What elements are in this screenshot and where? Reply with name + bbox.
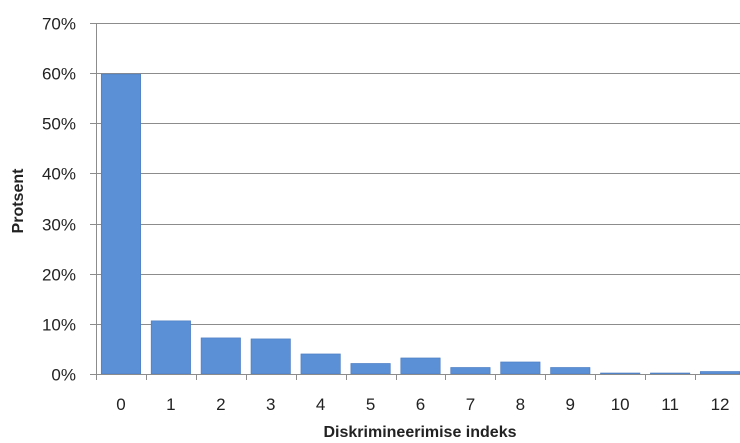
bar-7 [450,367,491,375]
bar-9 [550,367,591,375]
bar-1 [150,320,191,375]
x-tick-label: 5 [366,395,375,414]
y-tick-label: 50% [42,115,76,134]
y-tick-label: 40% [42,165,76,184]
y-tick-label: 30% [42,216,76,235]
y-tick-label: 0% [51,366,76,385]
x-tick-label: 7 [466,395,475,414]
bar-3 [250,338,291,375]
x-tick-label: 8 [516,395,525,414]
bar-6 [400,357,441,375]
x-tick-label: 6 [416,395,425,414]
x-axis-title: Diskrimineerimise indeks [324,424,517,441]
x-tick-label: 11 [661,395,679,414]
x-tick-label: 10 [611,395,630,414]
bar-5 [350,363,391,375]
y-tick-label: 10% [42,316,76,335]
bar-2 [200,337,241,375]
x-tick-label: 12 [711,395,730,414]
bar-0 [100,73,141,375]
y-tick-label: 60% [42,65,76,84]
bar-4 [300,353,341,375]
y-tick-labels: 0% 10% 20% 30% 40% 50% 60% 70% [42,15,76,385]
y-axis-title: Protsent [10,168,27,234]
x-tick-label: 1 [166,395,175,414]
x-tick-labels: 0 1 2 3 4 5 6 7 8 9 10 11 12 [116,374,729,414]
bar-12 [700,371,740,375]
x-tick-label: 9 [566,395,575,414]
bar-8 [500,361,541,375]
y-tick-label: 70% [42,15,76,34]
y-tick-label: 20% [42,266,76,285]
x-tick-label: 2 [216,395,225,414]
bar-10 [600,372,641,375]
gridlines [90,23,740,375]
bars [100,73,740,375]
x-tick-label: 3 [266,395,275,414]
bar-11 [650,372,691,375]
x-tick-label: 0 [116,395,125,414]
x-tick-label: 4 [316,395,325,414]
